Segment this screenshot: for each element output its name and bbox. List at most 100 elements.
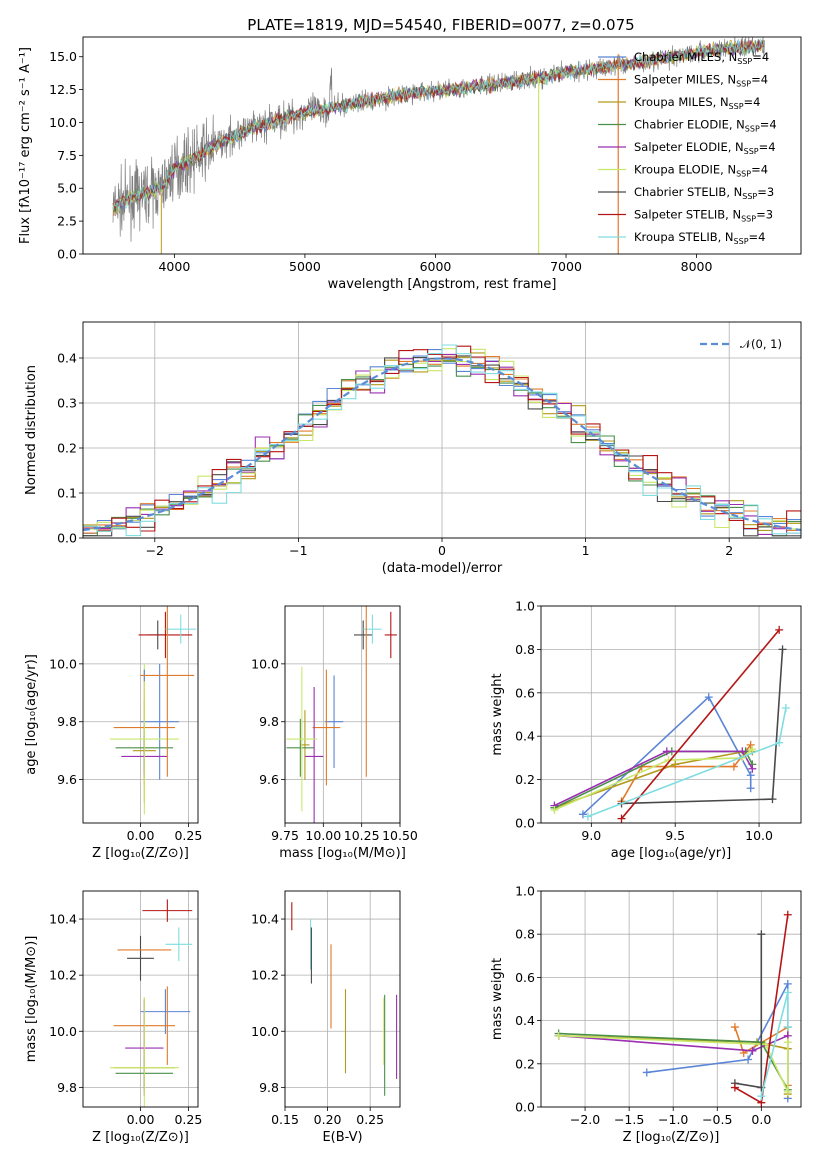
legend-entry: Kroupa MILES, NSSP=4 — [634, 95, 760, 111]
y-tick-label: 0.8 — [515, 927, 535, 942]
y-axis-label: Normed distribution — [24, 365, 39, 495]
x-tick-label: 10.25 — [344, 828, 380, 843]
x-tick-label: −2.0 — [570, 1112, 600, 1127]
plot-frame — [82, 890, 199, 1108]
y-tick-label: 9.6 — [259, 772, 279, 787]
legend-entry: Salpeter STELIB, NSSP=3 — [634, 208, 773, 224]
series-point — [783, 1038, 792, 1047]
series-point — [583, 812, 592, 821]
series-point — [781, 703, 790, 712]
x-tick-label: 0.25 — [174, 1112, 202, 1127]
y-tick-label: 0.0 — [515, 1100, 535, 1115]
y-tick-label: 10.0 — [251, 656, 279, 671]
y-tick-label: 1.0 — [515, 599, 535, 614]
y-tick-label: 10.4 — [49, 912, 77, 927]
x-tick-label: −1 — [289, 543, 307, 558]
figure-title: PLATE=1819, MJD=54540, FIBERID=0077, z=0… — [247, 16, 634, 34]
y-tick-label: 10.0 — [49, 1024, 77, 1039]
series-point — [704, 693, 713, 702]
series-point — [662, 747, 671, 756]
series-point — [578, 810, 587, 819]
y-tick-label: 0.3 — [57, 396, 77, 411]
x-tick-label: 5000 — [289, 259, 321, 274]
y-tick-label: 12.5 — [49, 82, 77, 97]
x-tick-label: 2 — [725, 543, 733, 558]
x-tick-label: −1.0 — [658, 1112, 688, 1127]
legend-entry: Kroupa STELIB, NSSP=4 — [634, 230, 765, 246]
x-tick-label: 0.20 — [314, 1112, 342, 1127]
series-point — [748, 1046, 757, 1055]
y-tick-label: 5.0 — [57, 181, 77, 196]
plot-area — [109, 606, 197, 815]
plot-area — [550, 625, 790, 823]
legend-entry: Chabrier STELIB, NSSP=3 — [634, 185, 774, 201]
series-point — [775, 738, 784, 747]
y-tick-label: 0.2 — [57, 441, 77, 456]
series-point — [783, 988, 792, 997]
panel-mass-vs-Z: 0.00 0.25 9.8 10.0 10.2 10.4 Z [log₁₀(Z/Z⊙)] ma… — [24, 890, 202, 1145]
plot-area — [286, 606, 397, 823]
x-tick-label: 1 — [582, 543, 590, 558]
spectrum-legend: Chabrier MILES, NSSP=4 Salpeter MILES, NS… — [598, 50, 777, 246]
series-point — [783, 979, 792, 988]
x-axis-label: E(B-V) — [322, 1130, 362, 1145]
y-tick-label: 15.0 — [49, 49, 77, 64]
histogram-step — [83, 345, 801, 532]
series-point — [554, 1031, 563, 1040]
y-tick-label: 9.8 — [57, 1080, 77, 1095]
x-axis-label: mass [log₁₀(M/M⊙)] — [279, 846, 406, 861]
series-point — [768, 795, 777, 804]
x-axis-label: Z [log₁₀(Z/Z⊙)] — [92, 846, 189, 861]
x-tick-label: 0.25 — [356, 1112, 384, 1127]
plot-area — [109, 899, 193, 1107]
x-tick-label: 10.0 — [745, 828, 773, 843]
series-point — [729, 762, 738, 771]
series-point — [783, 910, 792, 919]
series-point — [617, 814, 626, 823]
plot-frame — [540, 890, 802, 1108]
y-tick-label: 0.0 — [57, 531, 77, 546]
x-tick-label: 8000 — [681, 259, 713, 274]
plot-frame — [82, 321, 802, 539]
legend-entry: Kroupa ELODIE, NSSP=4 — [634, 163, 768, 179]
plot-frame — [540, 605, 802, 824]
series-point — [783, 1023, 792, 1032]
plot-frame — [82, 605, 199, 824]
series-point — [746, 740, 755, 749]
y-tick-label: 0.4 — [515, 1013, 535, 1028]
y-tick-label: 0.0 — [515, 816, 535, 831]
y-tick-label: 7.5 — [57, 148, 77, 163]
legend-entry: Salpeter MILES, NSSP=4 — [634, 73, 768, 89]
x-tick-label: −2 — [146, 543, 164, 558]
series-line — [554, 748, 753, 811]
x-tick-label: 10.50 — [382, 828, 418, 843]
x-tick-label: 6000 — [420, 259, 452, 274]
plot-area — [112, 37, 765, 254]
series-point — [757, 1092, 766, 1101]
legend-entry: Chabrier ELODIE, NSSP=4 — [634, 118, 777, 134]
legend-entry: 𝒩(0, 1) — [740, 337, 782, 351]
series-line — [620, 629, 780, 820]
x-axis-label: (data-model)/error — [382, 561, 503, 576]
x-axis-label: Z [log₁₀(Z/Z⊙)] — [92, 1130, 189, 1145]
panel-weight-vs-age: 9.0 9.5 10.0 0.0 0.2 0.4 0.6 0.8 1.0 age [log₁₀(a… — [490, 599, 802, 861]
series-point — [642, 1068, 651, 1077]
y-tick-label: 2.5 — [57, 214, 77, 229]
panel-age-vs-Z: 0.00 0.25 9.6 9.8 10.0 Z [log₁₀(Z/Z⊙)] age [lo… — [24, 605, 202, 861]
plot-frame — [284, 890, 401, 1108]
x-tick-label: 9.0 — [581, 828, 601, 843]
y-axis-label: mass [log₁₀(M/M⊙)] — [24, 936, 39, 1063]
series-line — [558, 1034, 789, 1093]
series-line — [621, 649, 784, 805]
series-point — [757, 930, 766, 939]
x-tick-label: 0.0 — [751, 1112, 771, 1127]
series-point — [746, 784, 755, 793]
y-axis-label: mass weight — [490, 673, 505, 755]
y-tick-label: 9.6 — [57, 772, 77, 787]
plot-frame — [82, 36, 802, 255]
y-tick-label: 1.0 — [515, 884, 535, 899]
panel-age-vs-mass: 9.75 10.00 10.25 10.50 9.6 9.8 10.0 mass [log₁₀… — [251, 605, 418, 861]
x-tick-label: −1.5 — [614, 1112, 644, 1127]
histogram-step — [83, 344, 801, 537]
y-tick-label: 0.1 — [57, 486, 77, 501]
